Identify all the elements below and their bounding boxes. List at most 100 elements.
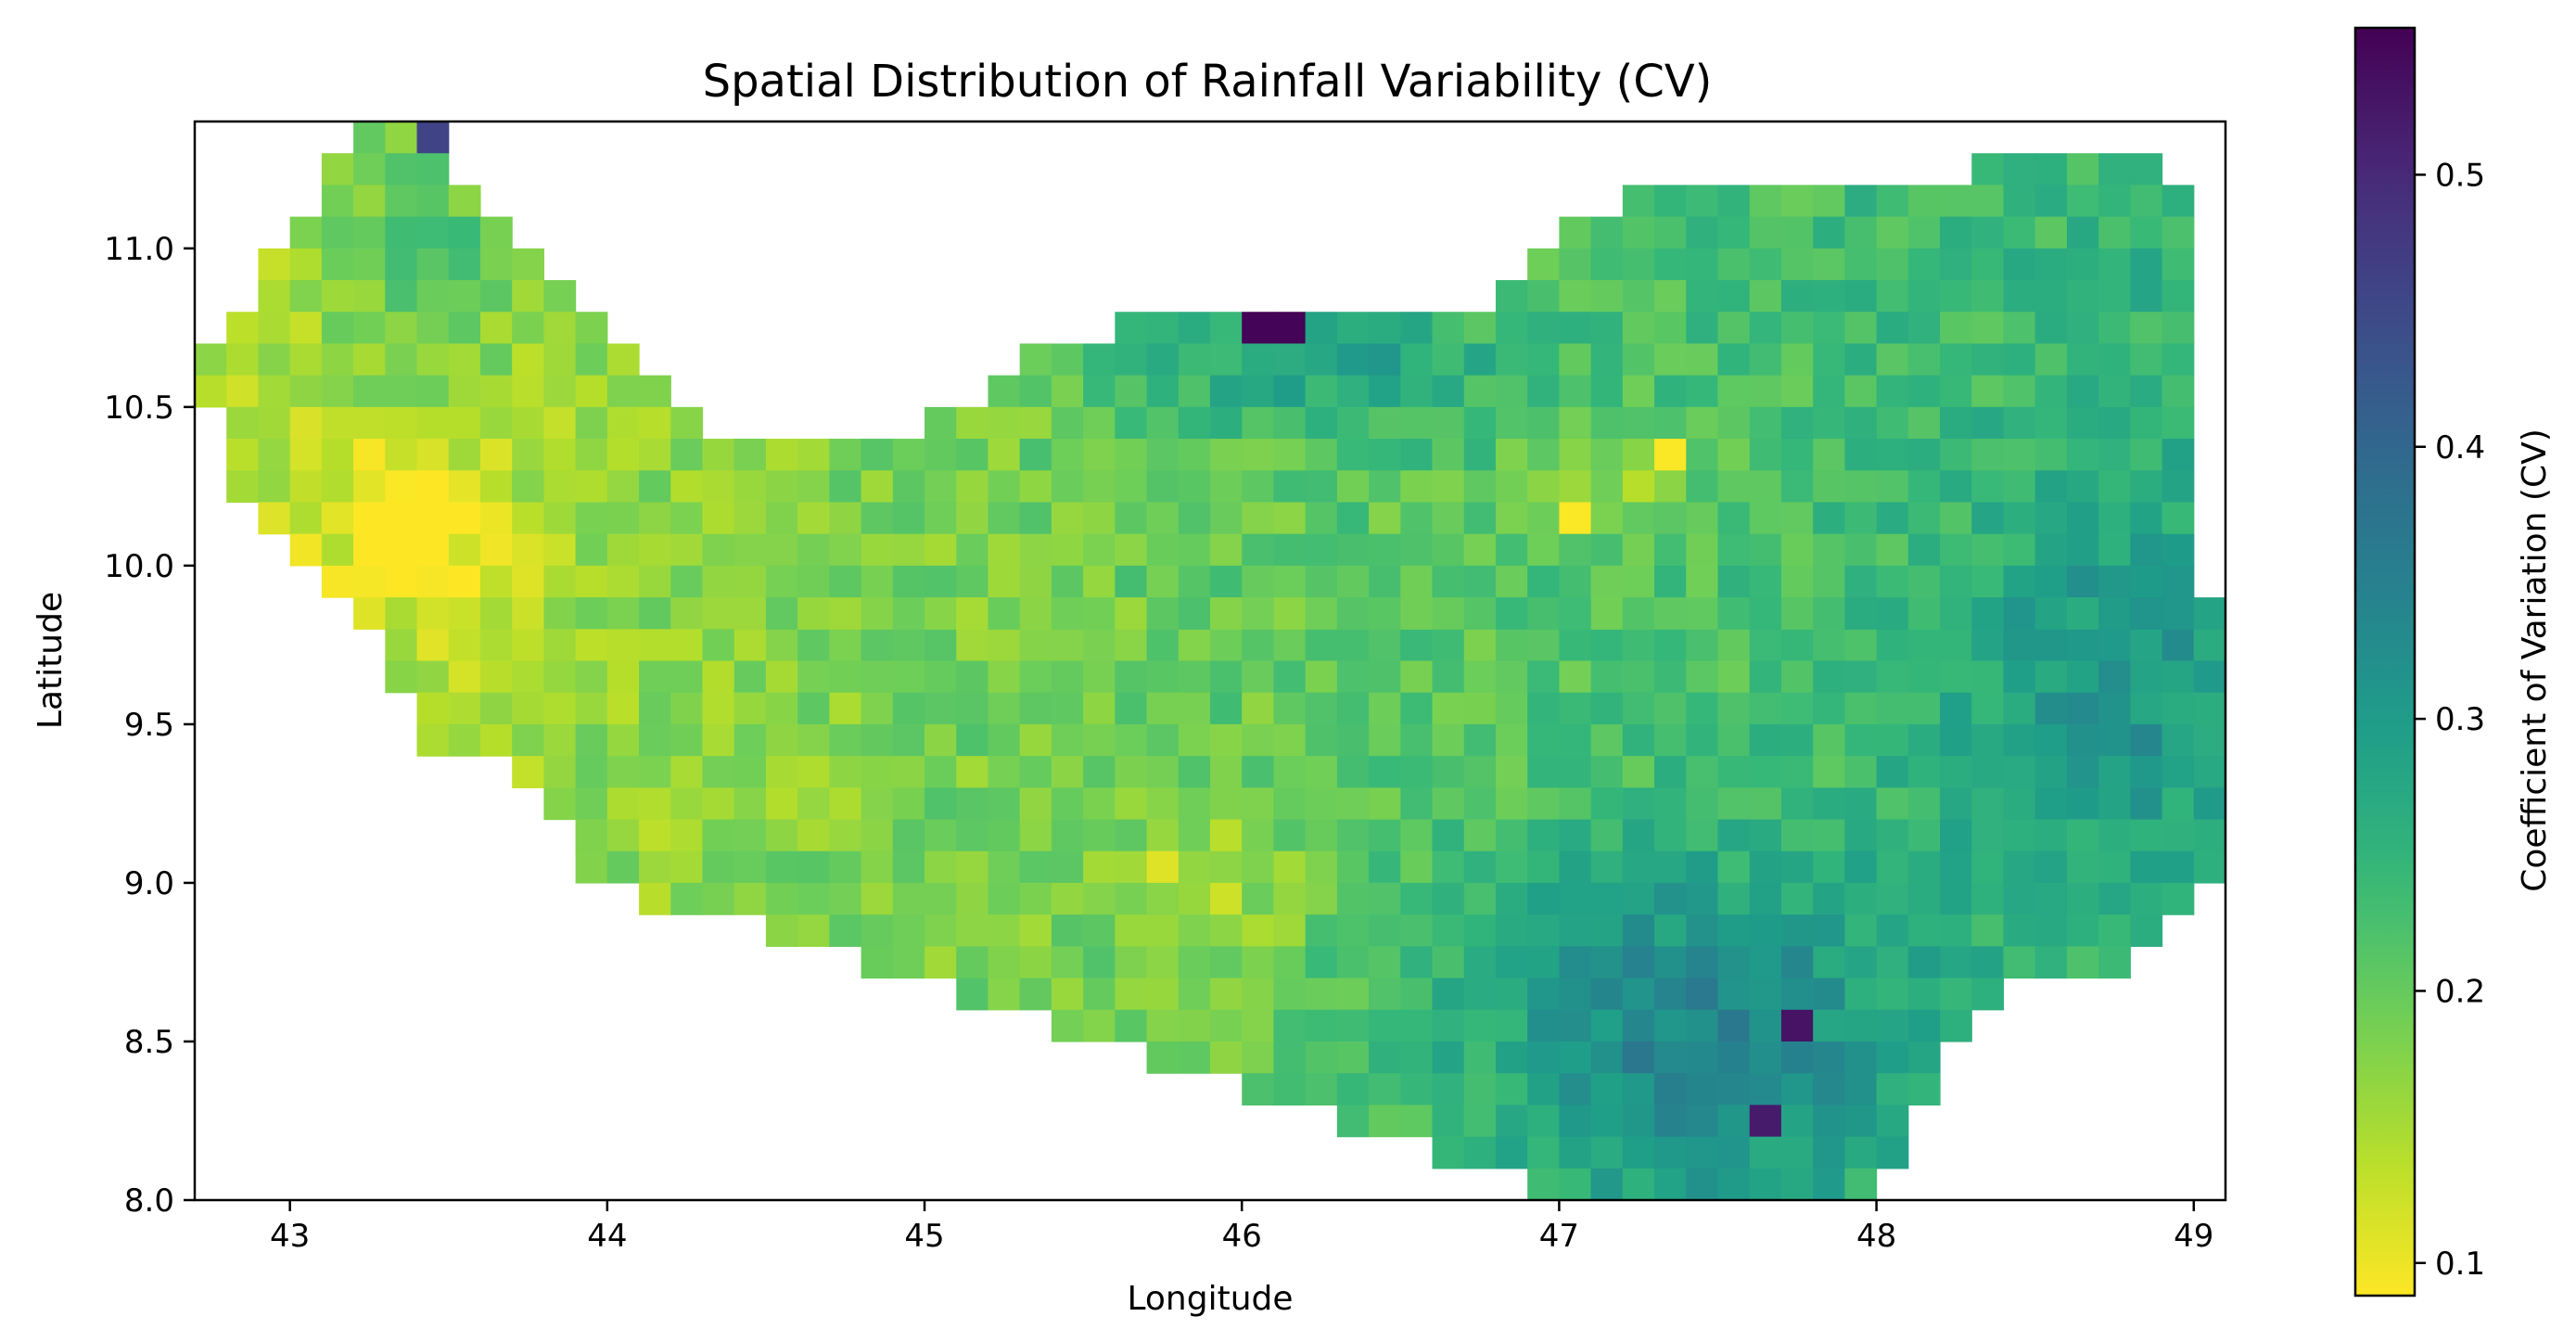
heatmap-cell: [1051, 439, 1084, 471]
heatmap-cell: [892, 629, 925, 662]
heatmap-cell: [448, 470, 481, 504]
heatmap-cell: [1527, 1041, 1561, 1074]
heatmap-cell: [861, 692, 894, 725]
heatmap-cell: [1813, 629, 1845, 662]
heatmap-cell: [2003, 946, 2036, 979]
heatmap-cell: [1146, 850, 1180, 884]
heatmap-cell: [1369, 723, 1401, 757]
heatmap-cell: [606, 660, 640, 694]
heatmap-cell: [1019, 850, 1052, 884]
heatmap-cell: [543, 470, 577, 504]
heatmap-cell: [1369, 660, 1401, 694]
heatmap-cell: [1907, 660, 1941, 694]
heatmap-cell: [1400, 439, 1434, 471]
heatmap-cell: [1210, 565, 1243, 598]
heatmap-cell: [2098, 946, 2131, 979]
heatmap-cell: [1527, 723, 1561, 757]
heatmap-cell: [1146, 756, 1180, 788]
heatmap-cell: [1622, 756, 1655, 788]
heatmap-cell: [829, 723, 862, 757]
heatmap-cell: [1432, 1105, 1465, 1138]
heatmap-cell: [1463, 1009, 1497, 1042]
heatmap-cell: [1844, 882, 1878, 915]
heatmap-cell: [1780, 756, 1814, 788]
heatmap-cell: [1844, 1168, 1878, 1201]
heatmap-cell: [956, 787, 989, 821]
heatmap-cell: [2098, 280, 2131, 313]
heatmap-cell: [670, 723, 704, 757]
heatmap-cell: [1115, 565, 1148, 598]
x-axis-label: Longitude: [1127, 1280, 1293, 1318]
heatmap-cell: [1749, 406, 1782, 440]
heatmap-cell: [1590, 1009, 1624, 1042]
heatmap-cell: [2003, 280, 2036, 313]
heatmap-cell: [1559, 533, 1592, 567]
heatmap-cell: [765, 439, 798, 471]
heatmap-cell: [1273, 533, 1307, 567]
heatmap-cell: [925, 439, 957, 471]
heatmap-cell: [797, 565, 830, 598]
heatmap-cell: [1780, 185, 1814, 218]
heatmap-cell: [861, 946, 894, 979]
heatmap-cell: [2034, 819, 2068, 852]
heatmap-cell: [1527, 978, 1561, 1011]
heatmap-cell: [353, 121, 386, 154]
heatmap-cell: [1432, 406, 1465, 440]
heatmap-cell: [2098, 882, 2131, 915]
heatmap-cell: [1749, 185, 1782, 218]
heatmap-cell: [1400, 502, 1434, 535]
heatmap-cell: [1369, 502, 1401, 535]
heatmap-cell: [1305, 629, 1338, 662]
heatmap-cell: [1115, 882, 1148, 915]
heatmap-cell: [639, 406, 671, 440]
heatmap-cell: [1813, 692, 1845, 725]
heatmap-cell: [1971, 185, 2005, 218]
heatmap-cell: [1305, 914, 1338, 947]
heatmap-cell: [575, 470, 608, 504]
heatmap-cell: [1146, 597, 1180, 630]
heatmap-cell: [1432, 470, 1465, 504]
heatmap-cell: [479, 502, 513, 535]
heatmap-cell: [385, 502, 418, 535]
heatmap-cell: [1146, 723, 1180, 757]
heatmap-cell: [575, 819, 608, 852]
heatmap-cell: [1971, 470, 2005, 504]
heatmap-cell: [1876, 439, 1909, 471]
heatmap-cell: [1654, 819, 1687, 852]
heatmap-cell: [1305, 787, 1338, 821]
heatmap-cell: [448, 692, 481, 725]
heatmap-cell: [925, 502, 957, 535]
heatmap-cell: [1336, 597, 1370, 630]
heatmap-cell: [1400, 565, 1434, 598]
heatmap-cell: [1083, 502, 1116, 535]
heatmap-cell: [1495, 850, 1528, 884]
heatmap-cell: [1019, 533, 1052, 567]
heatmap-cell: [1463, 723, 1497, 757]
heatmap-cell: [512, 660, 545, 694]
heatmap-cell: [765, 660, 798, 694]
heatmap-cell: [1559, 343, 1592, 377]
heatmap-cell: [543, 280, 577, 313]
heatmap-cell: [1273, 946, 1307, 979]
heatmap-cell: [797, 723, 830, 757]
heatmap-cell: [575, 787, 608, 821]
heatmap-cell: [1654, 1009, 1687, 1042]
heatmap-cell: [1590, 850, 1624, 884]
heatmap-cell: [1146, 946, 1180, 979]
heatmap-cell: [2130, 565, 2163, 598]
heatmap-cell: [1495, 882, 1528, 915]
heatmap-cell: [2130, 533, 2163, 567]
heatmap-cell: [1844, 850, 1878, 884]
heatmap-cell: [1876, 375, 1909, 408]
heatmap-cell: [575, 660, 608, 694]
heatmap-cell: [1622, 914, 1655, 947]
heatmap-cell: [2003, 343, 2036, 377]
heatmap-cell: [892, 470, 925, 504]
heatmap-cell: [479, 692, 513, 725]
heatmap-cell: [321, 312, 354, 345]
heatmap-cell: [733, 756, 767, 788]
heatmap-cell: [1654, 914, 1687, 947]
heatmap-cell: [1622, 565, 1655, 598]
heatmap-cell: [2098, 565, 2131, 598]
heatmap-cell: [543, 375, 577, 408]
